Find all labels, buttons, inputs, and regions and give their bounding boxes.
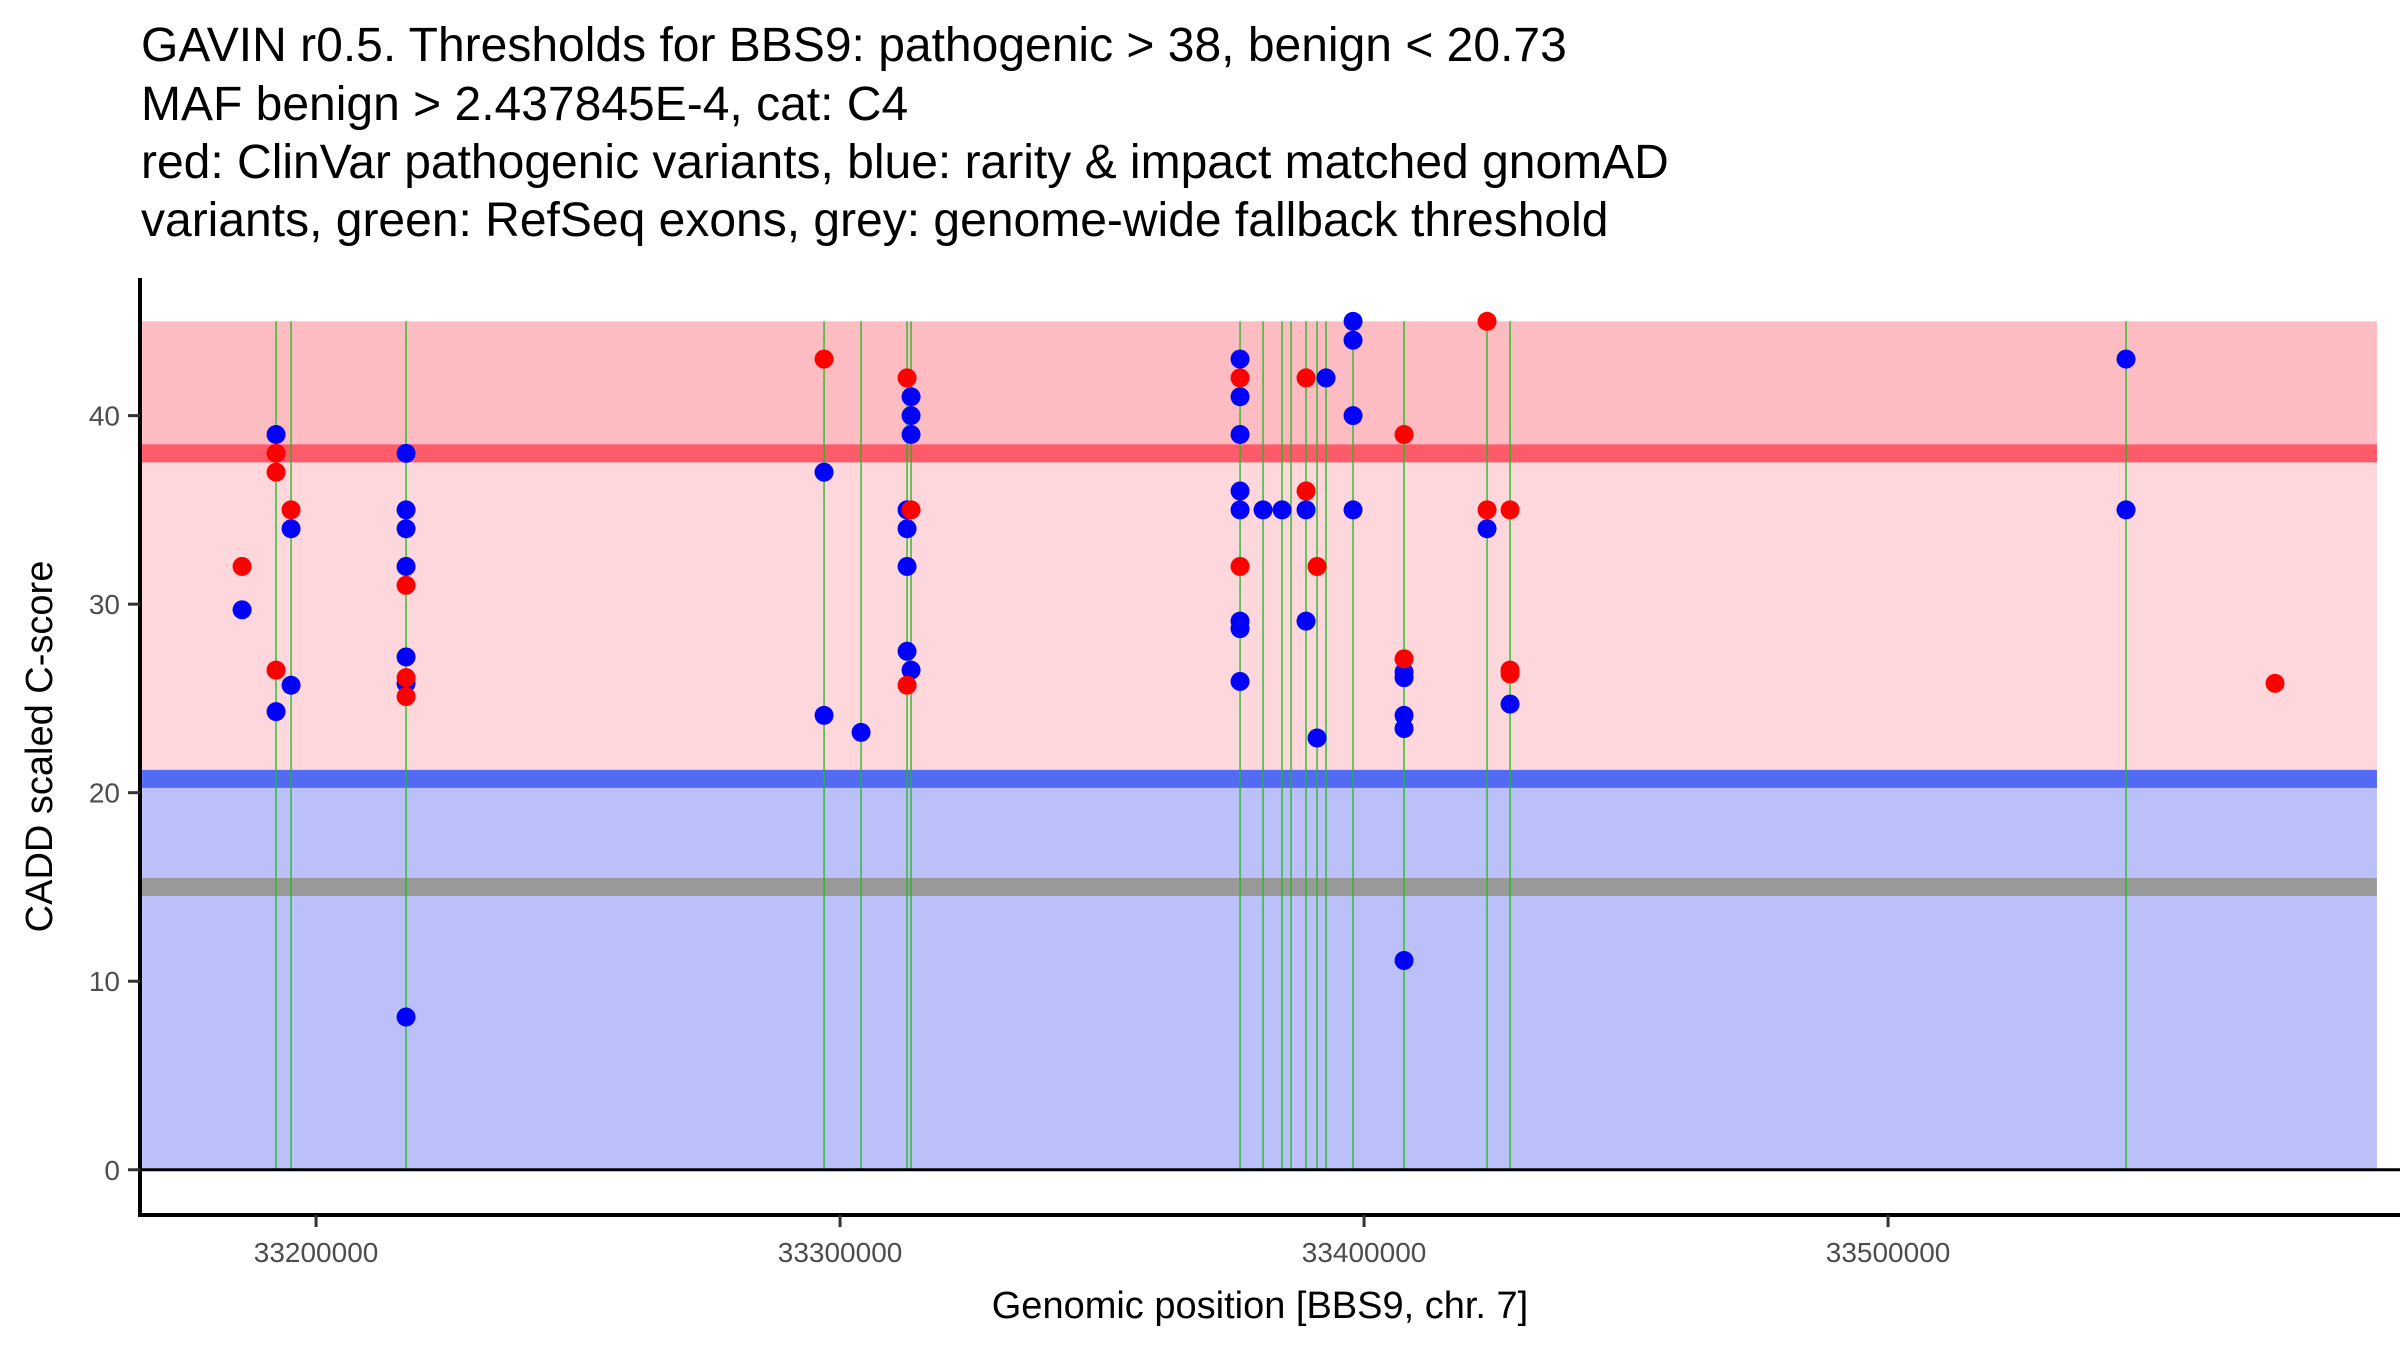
gnomad-point (1272, 500, 1292, 520)
gnomad-point (1230, 619, 1250, 639)
gnomad-point (1230, 349, 1250, 369)
benign-region (142, 778, 2377, 1170)
clinvar-point (897, 675, 917, 695)
x-tick-label: 33500000 (1826, 1237, 1951, 1268)
gnomad-point (814, 462, 834, 482)
gnomad-point (266, 702, 286, 722)
gnomad-point (1230, 481, 1250, 501)
gnomad-point (1316, 368, 1336, 388)
clinvar-point (1477, 500, 1497, 520)
y-tick-label: 10 (89, 966, 120, 997)
clinvar-point (1500, 664, 1520, 684)
gnomad-point (396, 443, 416, 463)
variant-points (232, 311, 2285, 1027)
clinvar-point (1230, 368, 1250, 388)
clinvar-point (281, 500, 301, 520)
gnomad-point (901, 424, 921, 444)
gnomad-point (897, 519, 917, 539)
clinvar-point (396, 575, 416, 595)
gnomad-point (2116, 500, 2136, 520)
gnomad-point (266, 424, 286, 444)
gnomad-point (1343, 311, 1363, 331)
gnomad-point (1230, 500, 1250, 520)
clinvar-point (1296, 368, 1316, 388)
gnomad-point (396, 1007, 416, 1027)
gnomad-point (814, 705, 834, 725)
clinvar-point (266, 660, 286, 680)
gnomad-point (396, 519, 416, 539)
gnomad-point (281, 675, 301, 695)
gnomad-point (1394, 705, 1414, 725)
threshold-regions (142, 321, 2377, 1170)
y-tick-label: 20 (89, 778, 120, 809)
clinvar-point (1307, 556, 1327, 576)
gnomad-point (851, 722, 871, 742)
chart-title-line-4: variants, green: RefSeq exons, grey: gen… (141, 194, 1609, 247)
clinvar-point (396, 668, 416, 688)
gnomad-point (1394, 668, 1414, 688)
x-tick-label: 33200000 (254, 1237, 379, 1268)
gnomad-point (1230, 387, 1250, 407)
gnomad-point (1307, 728, 1327, 748)
x-axis-title: Genomic position [BBS9, chr. 7] (992, 1285, 1529, 1327)
clinvar-point (266, 443, 286, 463)
clinvar-point (814, 349, 834, 369)
gnomad-point (396, 556, 416, 576)
gnomad-point (901, 406, 921, 426)
gnomad-point (1296, 611, 1316, 631)
axes: 0 10 20 30 40 33200000 33300000 33400000 335000… (89, 278, 2400, 1268)
gnomad-point (1500, 694, 1520, 714)
gnomad-point (396, 500, 416, 520)
threshold-lines (142, 444, 2377, 896)
gnomad-point (1343, 330, 1363, 350)
gnomad-point (2116, 349, 2136, 369)
chart-title-line-1: GAVIN r0.5. Thresholds for BBS9: pathoge… (141, 19, 1567, 72)
clinvar-point (901, 500, 921, 520)
clinvar-point (1394, 424, 1414, 444)
clinvar-point (396, 687, 416, 707)
y-tick-label: 40 (89, 401, 120, 432)
y-tick-label: 0 (104, 1155, 120, 1186)
gnomad-point (897, 556, 917, 576)
clinvar-point (266, 462, 286, 482)
y-axis-ticks: 0 10 20 30 40 (89, 401, 140, 1186)
y-tick-label: 30 (89, 589, 120, 620)
x-axis-ticks: 33200000 33300000 33400000 33500000 (254, 1215, 1951, 1268)
gnomad-point (1394, 950, 1414, 970)
gnomad-point (281, 519, 301, 539)
gnomad-point (897, 641, 917, 661)
chart-title-line-2: MAF benign > 2.437845E-4, cat: C4 (141, 78, 909, 131)
gnomad-point (1343, 500, 1363, 520)
gnomad-point (901, 660, 921, 680)
gnomad-point (1394, 719, 1414, 739)
gnomad-point (1296, 500, 1316, 520)
chart-title-line-3: red: ClinVar pathogenic variants, blue: … (141, 136, 1669, 189)
gnomad-point (1230, 671, 1250, 691)
x-tick-label: 33300000 (778, 1237, 903, 1268)
gnomad-point (1230, 424, 1250, 444)
clinvar-point (232, 556, 252, 576)
clinvar-point (1394, 649, 1414, 669)
clinvar-point (1500, 500, 1520, 520)
clinvar-point (1230, 556, 1250, 576)
gnomad-point (396, 647, 416, 667)
x-tick-label: 33400000 (1302, 1237, 1427, 1268)
clinvar-point (897, 368, 917, 388)
clinvar-point (1477, 311, 1497, 331)
gnomad-point (901, 387, 921, 407)
gnomad-point (1343, 406, 1363, 426)
clinvar-point (2265, 673, 2285, 693)
gnomad-point (1253, 500, 1273, 520)
y-axis-title: CADD scaled C-score (19, 561, 61, 933)
gnomad-point (1477, 519, 1497, 539)
gnomad-point (232, 600, 252, 620)
pathogenic-region (142, 321, 2377, 454)
clinvar-point (1296, 481, 1316, 501)
